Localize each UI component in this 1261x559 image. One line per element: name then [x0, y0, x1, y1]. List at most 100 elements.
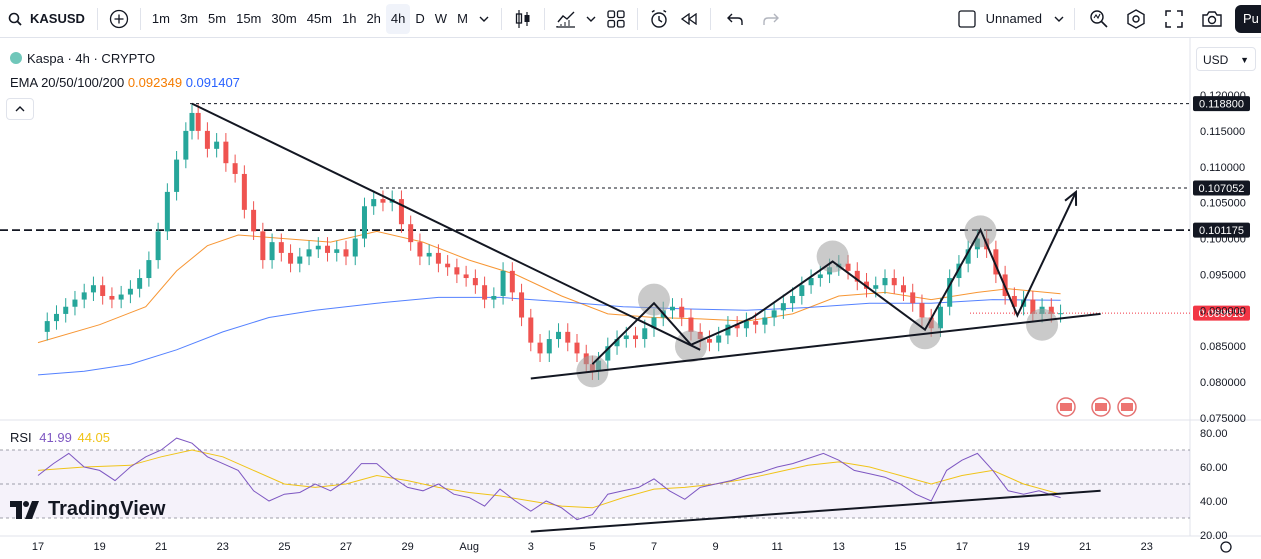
interval-d[interactable]: D [415, 11, 425, 26]
tradingview-logo: TradingView [10, 498, 165, 521]
candle-body [288, 252, 294, 264]
ema-label: EMA 20/50/100/200 [10, 75, 125, 90]
time-tick-label: 19 [1017, 541, 1029, 553]
layout-name[interactable]: Unnamed [985, 11, 1042, 26]
candle-body [214, 141, 220, 149]
interval-15m[interactable]: 15m [236, 11, 262, 26]
time-tick-label: 25 [278, 541, 290, 553]
interval-w[interactable]: W [434, 11, 448, 26]
candle-body [633, 335, 639, 340]
rsi-trendline [530, 489, 1101, 533]
candle-body [891, 278, 897, 286]
add-compare-icon[interactable] [104, 4, 134, 34]
tradingview-logo-icon [10, 500, 39, 519]
chevron-down-icon[interactable] [473, 4, 495, 34]
axis-settings-icon[interactable] [1220, 541, 1232, 553]
candle-body [306, 249, 312, 257]
camera-icon[interactable] [1193, 4, 1231, 34]
rsi-label: RSI [10, 430, 32, 445]
alert-icon[interactable] [644, 4, 674, 34]
interval-4h[interactable]: 4h [385, 3, 411, 34]
candle-body [688, 317, 694, 332]
candle-body [223, 141, 229, 164]
rsi-tick-label: 80.00 [1200, 428, 1228, 440]
candle-body [334, 249, 340, 253]
settings-icon[interactable] [1117, 4, 1155, 34]
legend-title-row: Kaspa · 4h · CRYPTO [10, 51, 155, 66]
price-level-label: 0.101175 [1199, 225, 1244, 237]
interval-30m[interactable]: 30m [271, 11, 297, 26]
undo-icon[interactable] [717, 4, 753, 34]
quick-search-icon[interactable] [1081, 4, 1117, 34]
chart-grid [0, 38, 1261, 537]
candle-body [716, 335, 722, 343]
candle-body [1030, 299, 1036, 314]
highlight-circle [1026, 308, 1059, 341]
legend-title: Kaspa · 4h · CRYPTO [27, 51, 156, 66]
candle-body [1058, 313, 1064, 315]
candle-type-icon[interactable] [508, 4, 538, 34]
price-tick-label: 0.120000 [1200, 90, 1246, 102]
candle-body [269, 242, 275, 261]
candle-body [454, 267, 460, 275]
zigzag-pattern [591, 191, 1077, 365]
layout-checkbox-icon[interactable] [954, 4, 980, 34]
indicators-icon[interactable] [551, 4, 581, 34]
price-tick-label: 0.085000 [1200, 341, 1246, 353]
candle-body [204, 130, 210, 149]
drawn-lines [191, 102, 1137, 417]
rsi-line [37, 437, 1061, 521]
rsi-tick-label: 40.00 [1200, 496, 1228, 508]
candle-body [463, 274, 469, 279]
price-tick-label: 0.100000 [1200, 234, 1246, 246]
candle-body [771, 310, 777, 318]
symbol-logo-icon [10, 52, 22, 64]
candle-body [118, 294, 124, 300]
candle-body [72, 299, 78, 307]
candle-body [174, 159, 180, 192]
fullscreen-icon[interactable] [1155, 4, 1193, 34]
candle-body [90, 285, 96, 293]
candle-body [864, 281, 870, 289]
interval-5m[interactable]: 5m [208, 11, 227, 26]
interval-2h[interactable]: 2h [366, 11, 381, 26]
candle-body [614, 339, 620, 347]
candle-body [679, 306, 685, 318]
rsi-value-1: 41.99 [39, 430, 72, 445]
price-level-label: 0.118800 [1199, 99, 1244, 111]
candle-body [435, 252, 441, 264]
currency-select[interactable]: USD ▼ [1196, 47, 1256, 71]
interval-1m[interactable]: 1m [151, 11, 170, 26]
collapse-legend-button[interactable] [6, 98, 34, 120]
candle-body [63, 306, 69, 314]
symbol-button[interactable]: KASUSD [30, 11, 85, 26]
candle-body [817, 274, 823, 279]
candle-body [762, 317, 768, 325]
interval-m[interactable]: M [457, 11, 468, 26]
time-tick-label: 21 [155, 541, 167, 553]
time-tick-label: 29 [401, 541, 413, 553]
candle-body [241, 173, 247, 210]
candle-body [251, 209, 257, 232]
price-level-badge [1193, 222, 1250, 238]
templates-icon[interactable] [601, 4, 631, 34]
axes: 0.120000 0.115000 0.110000 0.105000 0.100000… [32, 90, 1246, 553]
redo-icon[interactable] [753, 4, 789, 34]
price-tick-label: 0.090000 [1200, 305, 1246, 317]
candle-body [882, 278, 888, 286]
us-flag-stripes-icon [1121, 403, 1133, 411]
us-flag-stripes-icon [1060, 403, 1072, 411]
highlight-circle [816, 240, 849, 273]
replay-icon[interactable] [674, 4, 704, 34]
interval-3m[interactable]: 3m [179, 11, 199, 26]
search-icon[interactable] [0, 4, 22, 34]
chevron-down-icon[interactable] [581, 4, 601, 34]
chevron-down-icon[interactable] [1050, 4, 1068, 34]
price-chart[interactable]: 0.118800 0.107052 0.101175 0.089615 80.00 60… [0, 38, 1261, 559]
candle-body [947, 278, 953, 307]
candle-body [491, 295, 497, 300]
publish-button[interactable]: Pu [1235, 5, 1261, 33]
interval-45m[interactable]: 45m [306, 11, 332, 26]
time-tick-label: 13 [833, 541, 845, 553]
interval-1h[interactable]: 1h [341, 11, 357, 26]
